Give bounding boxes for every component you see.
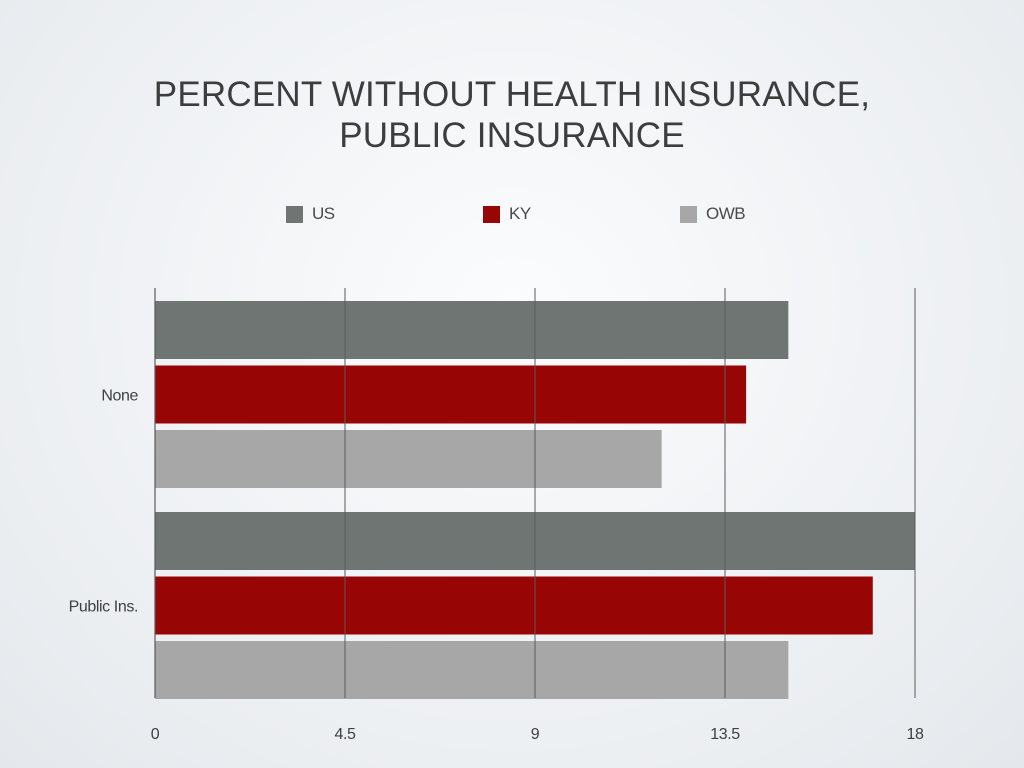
bar-none-owb <box>155 430 662 488</box>
x-tick-label-2: 9 <box>531 726 540 743</box>
legend-item-us: US <box>286 204 335 224</box>
x-tick-label-4: 18 <box>907 726 924 743</box>
x-tick-label-1: 4.5 <box>334 726 356 743</box>
chart-title: PERCENT WITHOUT HEALTH INSURANCE, PUBLIC… <box>0 74 1024 156</box>
chart-title-line-1: PERCENT WITHOUT HEALTH INSURANCE, <box>153 75 871 114</box>
category-label-1: Public Ins. <box>69 599 138 616</box>
bar-none-ky <box>155 365 747 424</box>
chart-legend: US KY OWB <box>0 204 1024 228</box>
legend-label-owb: OWB <box>706 204 746 223</box>
legend-swatch-us <box>286 205 303 223</box>
legend-item-owb: OWB <box>680 204 746 224</box>
legend-label-ky: KY <box>509 204 531 223</box>
chart-title-line-2: PUBLIC INSURANCE <box>339 116 685 155</box>
legend-item-ky: KY <box>483 204 531 224</box>
bar-none-us <box>155 301 789 359</box>
bar-public-ins-owb <box>155 641 789 699</box>
legend-swatch-ky <box>483 205 500 223</box>
bar-public-ins-ky <box>155 576 873 635</box>
legend-label-us: US <box>312 204 335 223</box>
x-tick-label-0: 0 <box>151 726 160 743</box>
x-tick-label-3: 13.5 <box>710 726 740 743</box>
legend-swatch-owb <box>680 205 697 223</box>
category-label-0: None <box>101 388 138 405</box>
